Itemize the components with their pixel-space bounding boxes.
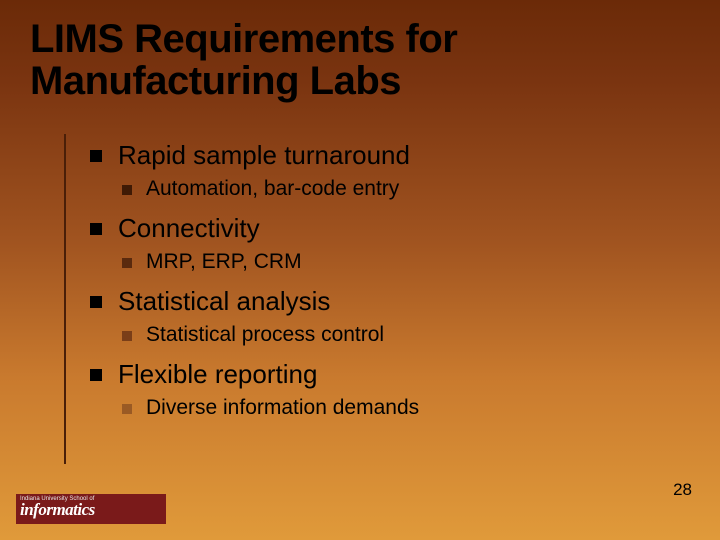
item-label: Rapid sample turnaround (118, 140, 410, 171)
list-item: Flexible reporting (90, 359, 670, 390)
item-label: Connectivity (118, 213, 260, 244)
bullet-body: Rapid sample turnaround Automation, bar-… (90, 140, 670, 432)
subitem-label: Diverse information demands (146, 396, 419, 420)
bullet-icon (90, 369, 102, 381)
footer-logo: Indiana University School of informatics (16, 494, 166, 524)
item-label: Statistical analysis (118, 286, 330, 317)
list-subitem: Diverse information demands (122, 396, 670, 420)
subitem-label: Automation, bar-code entry (146, 177, 399, 201)
list-subitem: Automation, bar-code entry (122, 177, 670, 201)
title-line-1: LIMS Requirements for (30, 17, 457, 61)
bullet-icon (90, 223, 102, 235)
vertical-accent-line (64, 134, 66, 464)
list-item: Connectivity (90, 213, 670, 244)
list-subitem: Statistical process control (122, 323, 670, 347)
bullet-icon (122, 404, 132, 414)
bullet-icon (122, 258, 132, 268)
list-item: Rapid sample turnaround (90, 140, 670, 171)
list-subitem: MRP, ERP, CRM (122, 250, 670, 274)
slide-title: LIMS Requirements for Manufacturing Labs (30, 18, 457, 102)
bullet-icon (90, 296, 102, 308)
bullet-icon (122, 185, 132, 195)
slide: LIMS Requirements for Manufacturing Labs… (0, 0, 720, 540)
item-label: Flexible reporting (118, 359, 317, 390)
title-line-2: Manufacturing Labs (30, 59, 401, 103)
subitem-label: MRP, ERP, CRM (146, 250, 302, 274)
subitem-label: Statistical process control (146, 323, 384, 347)
footer-main: informatics (20, 502, 162, 517)
bullet-icon (122, 331, 132, 341)
list-item: Statistical analysis (90, 286, 670, 317)
bullet-icon (90, 150, 102, 162)
page-number: 28 (673, 480, 692, 500)
